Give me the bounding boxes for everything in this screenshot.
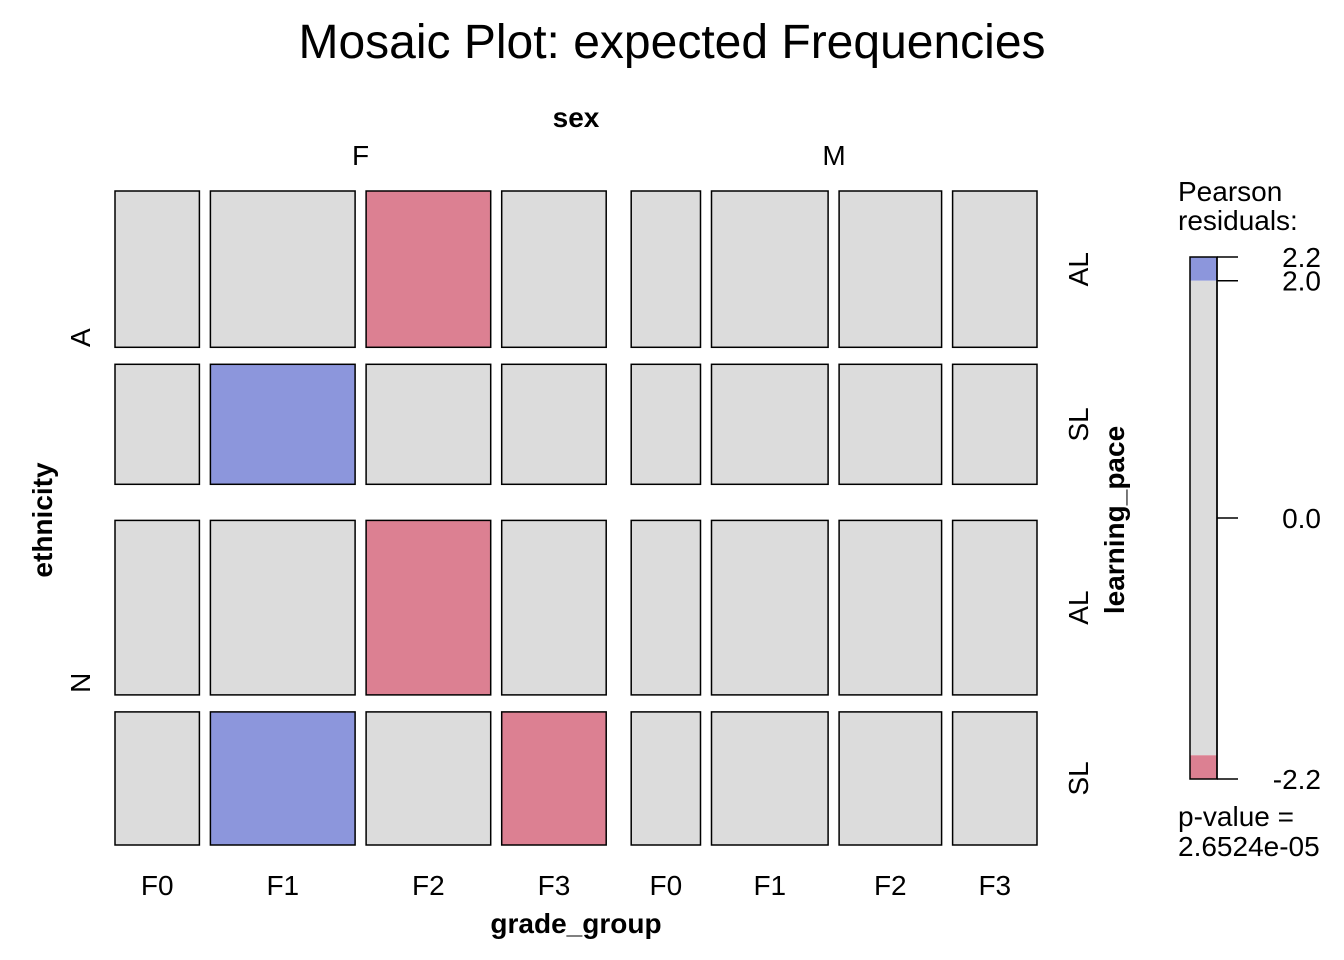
mosaic-cell-m-f1-n-al[interactable] (710, 519, 829, 696)
x-axis-label: grade_group (490, 908, 661, 939)
top-variable-label: sex (553, 102, 600, 133)
mosaic-cell-m-f3-n-sl[interactable] (951, 711, 1038, 846)
grade-level-label-f-f1: F1 (266, 870, 299, 901)
legend-tick-label--2-2: -2.2 (1273, 764, 1321, 795)
p-value-number: 2.6524e-05 (1178, 831, 1320, 862)
grade-level-label-m-f1: F1 (753, 870, 786, 901)
mosaic-cell-f-f3-a-sl[interactable] (500, 363, 607, 486)
mosaic-cell-f-f1-n-al[interactable] (209, 519, 356, 696)
mosaic-cell-f-f2-n-sl[interactable] (365, 711, 492, 846)
legend-tick-label-2-0: 2.0 (1282, 266, 1321, 297)
grade-level-label-f-f2: F2 (412, 870, 445, 901)
ethnicity-level-label-a: A (65, 328, 96, 347)
legend-swatch-positive (1190, 257, 1217, 281)
pace-level-label-n-al: AL (1063, 590, 1094, 624)
mosaic-cell-m-f1-n-sl[interactable] (710, 711, 829, 846)
mosaic-cell-m-f3-n-al[interactable] (951, 519, 1038, 696)
mosaic-cell-m-f3-a-al[interactable] (951, 190, 1038, 349)
mosaic-cell-m-f2-n-sl[interactable] (838, 711, 943, 846)
grade-level-label-f-f0: F0 (141, 870, 174, 901)
mosaic-cell-m-f3-a-sl[interactable] (951, 363, 1038, 486)
pace-level-label-n-sl: SL (1063, 761, 1094, 795)
mosaic-cell-f-f1-n-sl[interactable] (209, 711, 356, 846)
ethnicity-level-label-n: N (65, 673, 96, 693)
sex-level-label-m: M (822, 140, 845, 171)
mosaic-cell-m-f0-n-al[interactable] (630, 519, 702, 696)
mosaic-cell-f-f3-n-sl[interactable] (500, 711, 607, 846)
mosaic-cell-m-f2-a-al[interactable] (838, 190, 943, 349)
grade-level-label-m-f3: F3 (978, 870, 1011, 901)
mosaic-cell-f-f0-n-al[interactable] (114, 519, 201, 696)
grade-level-label-m-f2: F2 (874, 870, 907, 901)
mosaic-cell-f-f0-n-sl[interactable] (114, 711, 201, 846)
mosaic-cell-m-f2-a-sl[interactable] (838, 363, 943, 486)
mosaic-level-labels: F M F0 F1 F2 F3 F0 F1 F2 F3 A N AL SL AL SL (65, 140, 1094, 901)
mosaic-cell-f-f2-a-sl[interactable] (365, 363, 492, 486)
grade-level-label-f-f3: F3 (538, 870, 571, 901)
legend-ticks: 2.22.0 0.0 -2.2 (1216, 242, 1321, 795)
legend-swatch-negative (1190, 755, 1217, 779)
mosaic-cell-m-f1-a-sl[interactable] (710, 363, 829, 486)
mosaic-cell-m-f0-a-sl[interactable] (630, 363, 702, 486)
mosaic-cell-f-f3-a-al[interactable] (500, 190, 607, 349)
grade-level-label-m-f0: F0 (650, 870, 683, 901)
mosaic-cell-m-f0-a-al[interactable] (630, 190, 702, 349)
chart-title: Mosaic Plot: expected Frequencies (298, 16, 1045, 69)
mosaic-cell-f-f1-a-sl[interactable] (209, 363, 356, 486)
legend-bar (1189, 256, 1218, 780)
legend-title-line1: Pearson (1178, 176, 1282, 207)
p-value-label: p-value = (1178, 801, 1294, 832)
mosaic-cell-m-f2-n-al[interactable] (838, 519, 943, 696)
left-axis-label: ethnicity (27, 462, 58, 578)
residual-legend: Pearson residuals: 2.22.0 0.0 -2.2 p-value… (1178, 176, 1321, 862)
right-axis-label: learning_pace (1099, 426, 1130, 614)
mosaic-cells (114, 190, 1038, 846)
legend-tick-label-2-2: 2.2 (1282, 242, 1321, 273)
mosaic-cell-m-f0-n-sl[interactable] (630, 711, 702, 846)
legend-swatch-neutral (1190, 280, 1217, 756)
mosaic-cell-m-f1-a-al[interactable] (710, 190, 829, 349)
mosaic-cell-f-f1-a-al[interactable] (209, 190, 356, 349)
mosaic-cell-f-f0-a-al[interactable] (114, 190, 201, 349)
mosaic-cell-f-f2-a-al[interactable] (365, 190, 492, 349)
pace-level-label-a-sl: SL (1063, 407, 1094, 441)
legend-title-line2: residuals: (1178, 205, 1298, 236)
mosaic-cell-f-f0-a-sl[interactable] (114, 363, 201, 486)
legend-tick-label-0-0: 0.0 (1282, 503, 1321, 534)
pace-level-label-a-al: AL (1063, 252, 1094, 286)
mosaic-cell-f-f2-n-al[interactable] (365, 519, 492, 696)
sex-level-label-f: F (352, 140, 369, 171)
mosaic-cell-f-f3-n-al[interactable] (500, 519, 607, 696)
